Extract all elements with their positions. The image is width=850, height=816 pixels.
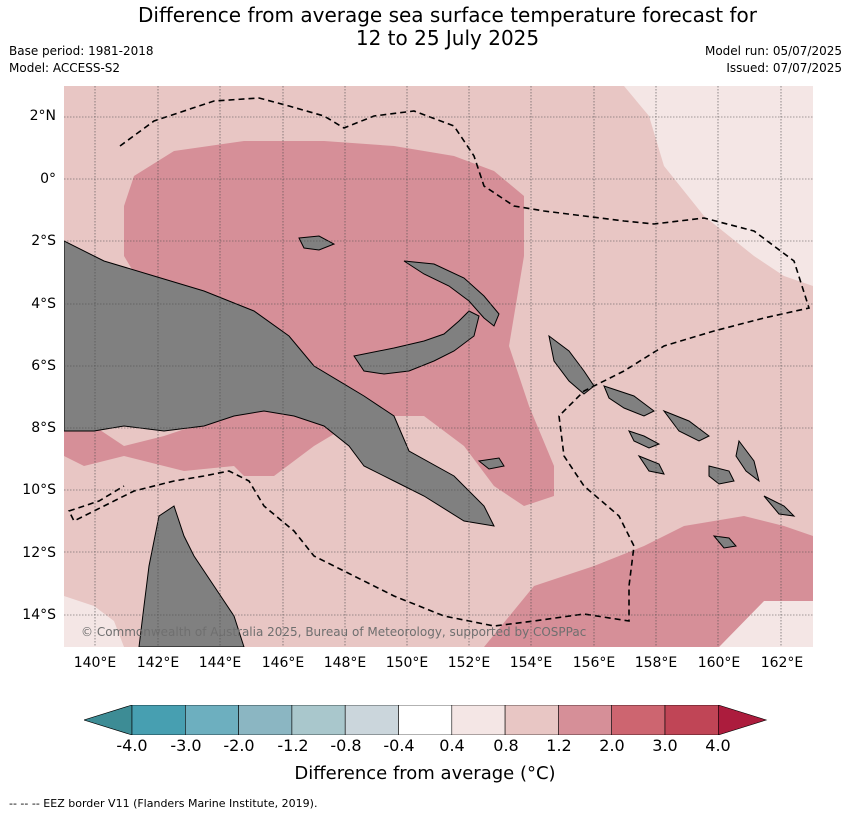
land-rennell: [763, 495, 796, 517]
lon-label-146e: 146°E: [261, 655, 305, 671]
sst-map: [64, 86, 813, 647]
colorbar-tick-label: 4.0: [705, 736, 731, 755]
colorbar-swatch: [344, 704, 399, 736]
colorbar-swatch: [717, 704, 768, 736]
colorbar-swatch: [131, 704, 186, 736]
colorbar-label: Difference from average (°C): [294, 763, 556, 784]
eez-border: [67, 97, 811, 627]
lat-label-12s: 12°S: [22, 545, 56, 561]
land-makira: [708, 465, 735, 485]
anomaly-light-sw: [64, 596, 124, 647]
land-cape-york: [138, 505, 245, 647]
colorbar: [82, 704, 768, 739]
colorbar-swatch: [398, 704, 453, 736]
chart-title: Difference from average sea surface temp…: [0, 4, 850, 50]
colorbar-swatch: [451, 704, 506, 736]
colorbar-svg: [82, 704, 768, 736]
map-panel[interactable]: [64, 86, 813, 647]
lat-label-4s: 4°S: [31, 296, 56, 312]
lon-label-154e: 154°E: [509, 655, 553, 671]
colorbar-swatch: [82, 704, 133, 736]
colorbar-tick-label: 3.0: [652, 736, 678, 755]
colorbar-tick-label: 0.8: [493, 736, 519, 755]
lat-label-0: 0°: [40, 171, 56, 187]
lon-label-150e: 150°E: [385, 655, 429, 671]
meta-left: Base period: 1981-2018 Model: ACCESS-S2: [9, 43, 154, 77]
colorbar-swatches: [82, 704, 768, 736]
lon-label-152e: 152°E: [447, 655, 491, 671]
colorbar-tick-label: -3.0: [170, 736, 202, 755]
base-period: Base period: 1981-2018: [9, 44, 154, 58]
lon-label-158e: 158°E: [634, 655, 678, 671]
model-run: Model run: 05/07/2025: [704, 44, 842, 58]
lon-label-142e: 142°E: [136, 655, 180, 671]
land-woodlark: [477, 457, 505, 470]
land-rennell-island: [712, 535, 737, 549]
model-name: Model: ACCESS-S2: [9, 61, 121, 75]
colorbar-swatch: [185, 704, 239, 736]
lat-label-10s: 10°S: [22, 482, 56, 498]
anomaly-warm-coral-sea: [484, 516, 813, 647]
colorbar-swatch: [238, 704, 293, 736]
colorbar-swatch: [504, 704, 559, 736]
colorbar-swatch: [611, 704, 666, 736]
lat-label-8s: 8°S: [31, 420, 56, 436]
meta-right: Model run: 05/07/2025 Issued: 07/07/2025: [705, 43, 842, 77]
lat-label-2n: 2°N: [29, 108, 56, 124]
colorbar-tick-label: -0.4: [383, 736, 415, 755]
lon-label-140e: 140°E: [73, 655, 117, 671]
title-line-1: Difference from average sea surface temp…: [137, 3, 757, 27]
land-guadalcanal: [637, 454, 665, 475]
lon-label-148e: 148°E: [323, 655, 367, 671]
lat-label-14s: 14°S: [22, 607, 56, 623]
anomaly-light-ne: [624, 86, 813, 286]
colorbar-tick-label: -1.2: [277, 736, 309, 755]
colorbar-swatch: [291, 704, 346, 736]
lat-label-6s: 6°S: [31, 358, 56, 374]
land-new-britain: [353, 310, 480, 375]
land-new-ireland: [403, 260, 500, 327]
land-manus: [298, 235, 336, 251]
land-new-georgia: [628, 430, 661, 449]
colorbar-tick-label: 0.4: [439, 736, 465, 755]
lon-label-162e: 162°E: [760, 655, 804, 671]
lon-label-144e: 144°E: [198, 655, 242, 671]
anomaly-light-se: [719, 591, 813, 647]
colorbar-swatch: [664, 704, 719, 736]
colorbar-tick-label: 1.2: [546, 736, 572, 755]
land-new-guinea: [64, 240, 495, 527]
land-santa-isabel: [662, 409, 710, 442]
map-gridlines: [64, 86, 813, 647]
colorbar-tick-label: -4.0: [116, 736, 148, 755]
colorbar-swatch: [558, 704, 612, 736]
issued-date: Issued: 07/07/2025: [726, 61, 842, 75]
lon-label-160e: 160°E: [697, 655, 741, 671]
colorbar-tick-label: 2.0: [599, 736, 625, 755]
colorbar-tick-label: -0.8: [330, 736, 362, 755]
colorbar-tick-label: -2.0: [223, 736, 255, 755]
eez-legend-footer: -- -- -- EEZ border V11 (Flanders Marine…: [9, 797, 318, 810]
lat-label-2s: 2°S: [31, 233, 56, 249]
lon-label-156e: 156°E: [572, 655, 616, 671]
copyright-notice: © Commonwealth of Australia 2025, Bureau…: [81, 625, 587, 639]
land-bougainville: [548, 334, 595, 395]
land-choiseul: [603, 385, 655, 417]
title-line-2: 12 to 25 July 2025: [355, 26, 540, 50]
land-malaita: [735, 439, 760, 483]
